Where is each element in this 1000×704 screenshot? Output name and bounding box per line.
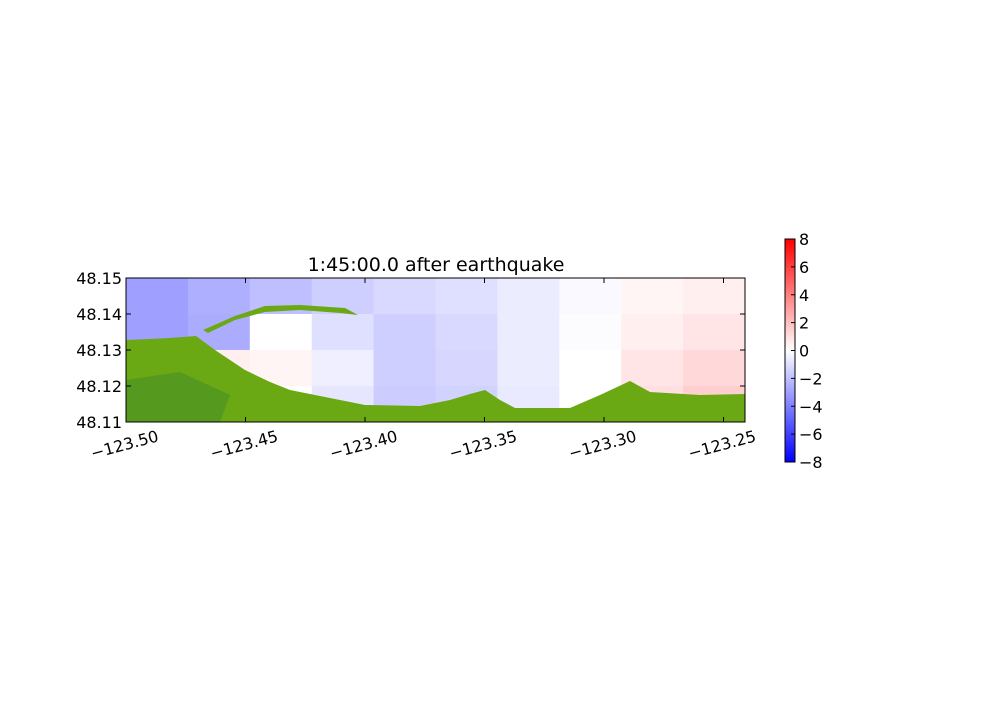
colorbar-tick-label: 6 (799, 258, 809, 277)
heat-cell (683, 314, 745, 351)
y-tick-label: 48.15 (76, 269, 122, 288)
heat-cell (621, 314, 684, 351)
heat-cell (497, 314, 560, 351)
heat-cell (373, 278, 437, 315)
heat-cell (435, 278, 498, 315)
x-tick-label: −123.40 (328, 427, 400, 463)
heat-cell (559, 278, 622, 315)
y-tick-label: 48.14 (76, 305, 122, 324)
chart-title: 1:45:00.0 after earthquake (308, 254, 565, 276)
heat-cell (126, 278, 189, 315)
colorbar-tick-label: 8 (799, 230, 809, 249)
land (126, 305, 745, 422)
colorbar-tick-label: −8 (799, 453, 823, 472)
colorbar-tick-label: 0 (799, 342, 809, 361)
x-tick-label: −123.35 (447, 427, 519, 463)
heat-cell (559, 314, 622, 351)
colorbar-tick-label: −4 (799, 397, 823, 416)
heat-cell (311, 314, 375, 351)
colorbar-tick-label: 4 (799, 286, 809, 305)
heat-cell (373, 350, 437, 387)
x-tick-label: −123.45 (208, 427, 280, 463)
y-tick-label: 48.12 (76, 377, 122, 396)
heat-cell (435, 314, 498, 351)
heat-cell (373, 314, 437, 351)
land-area (126, 336, 745, 422)
x-tick-label: −123.30 (567, 427, 639, 463)
heat-cell (559, 350, 622, 387)
y-tick-label: 48.13 (76, 341, 122, 360)
y-tick-label: 48.11 (76, 413, 122, 432)
x-tick-label: −123.25 (686, 427, 758, 463)
heat-cell (311, 350, 375, 387)
colorbar-tick-label: 2 (799, 314, 809, 333)
heat-cell (187, 278, 251, 315)
colorbar-tick-label: −6 (799, 425, 823, 444)
heat-cell (683, 350, 745, 387)
land-spit (203, 305, 358, 333)
heat-cell (621, 350, 684, 387)
heat-cell (683, 278, 745, 315)
heat-cell (497, 350, 560, 387)
heat-cell (621, 278, 684, 315)
heat-cell (497, 278, 560, 315)
heat-cell (249, 314, 313, 351)
heat-cell (435, 350, 498, 387)
land-shade (126, 372, 230, 422)
colorbar-tick-label: −2 (799, 369, 823, 388)
